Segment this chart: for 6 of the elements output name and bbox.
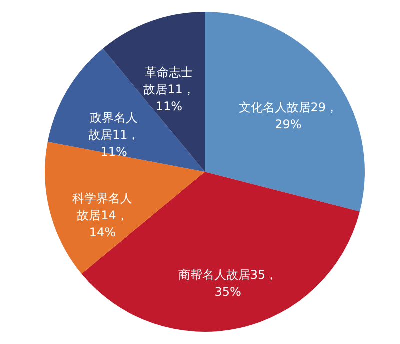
slice-label: 科学界名人故居14，14% [72,191,133,240]
slice-label: 文化名人故居29，29% [238,100,338,132]
slice-label: 商帮名人故居35，35% [178,268,278,300]
pie-slice [48,48,205,172]
pie-slice [205,12,365,212]
slice-label: 革命志士故居11，11% [144,66,195,114]
